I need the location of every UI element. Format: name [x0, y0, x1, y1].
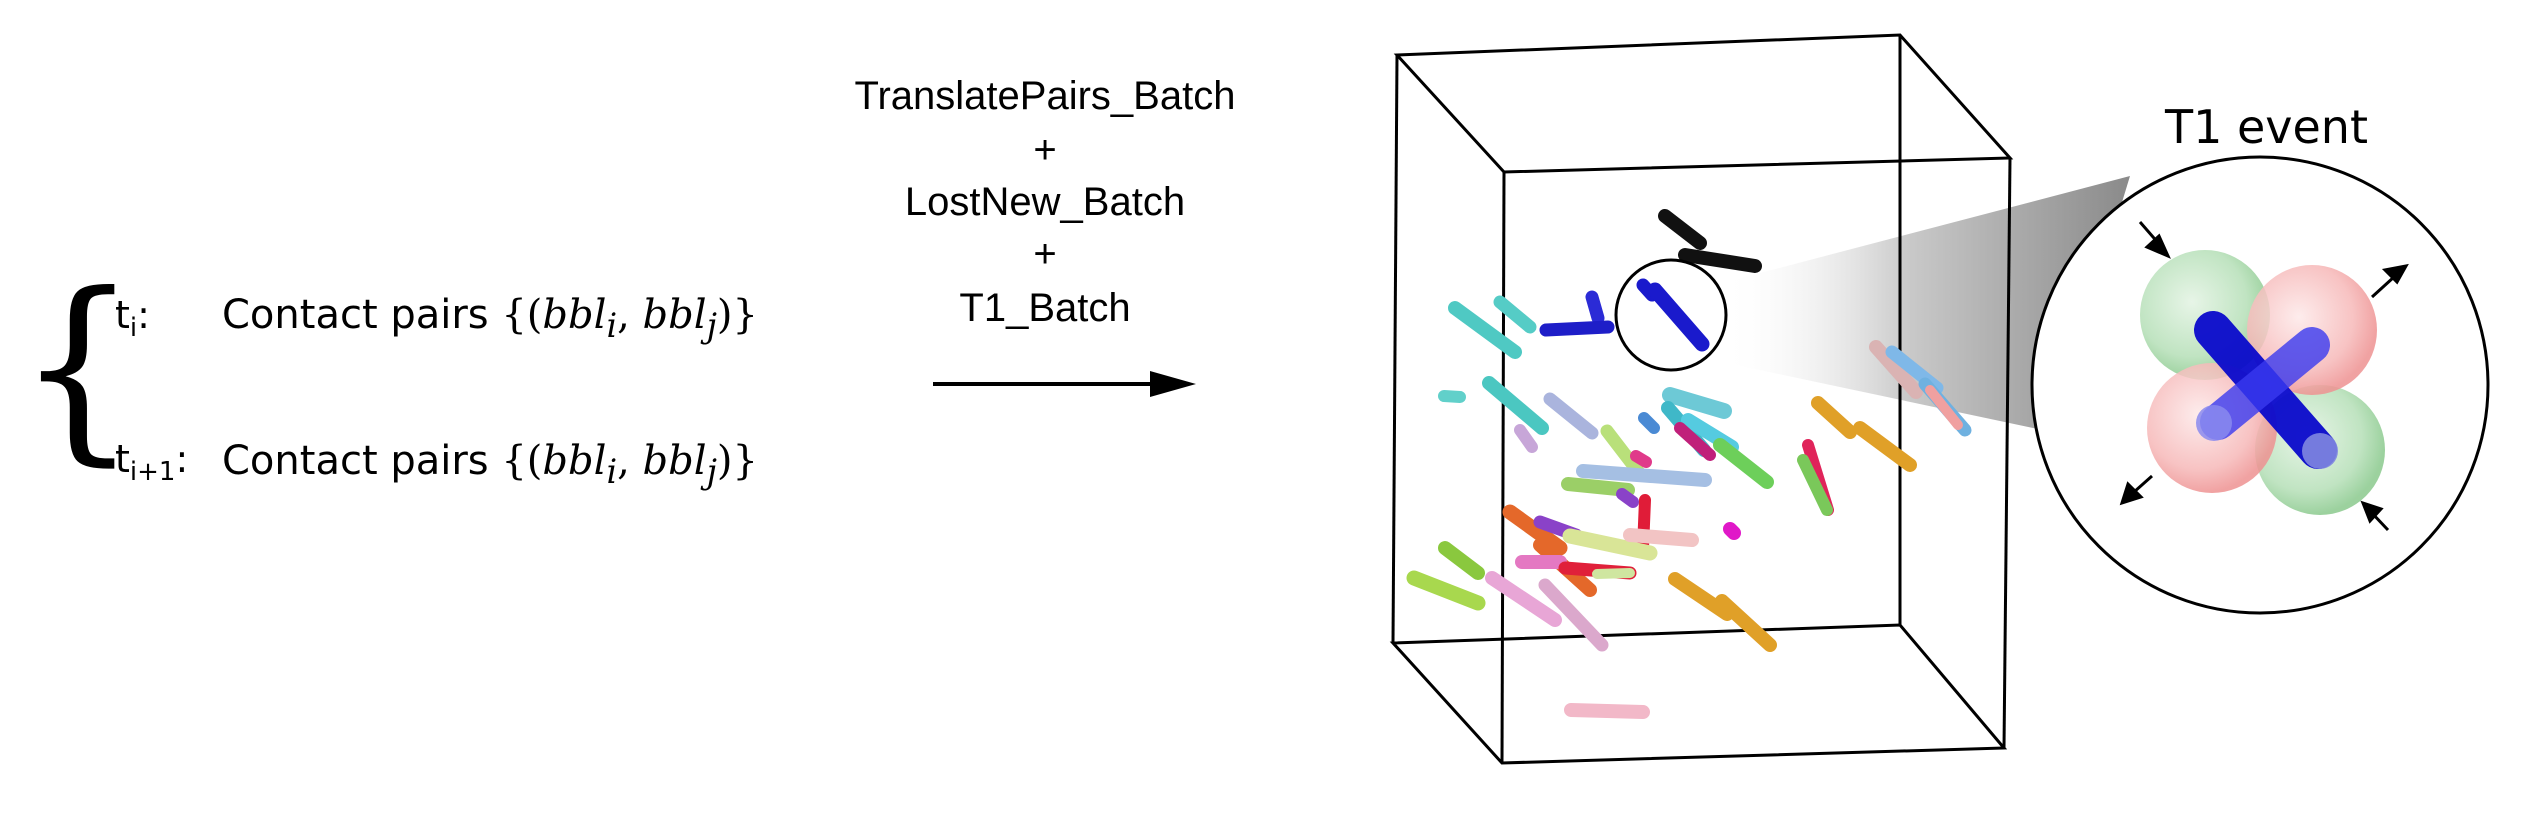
magnification-cone [1722, 176, 2130, 432]
rod [1438, 390, 1466, 403]
rod [1585, 290, 1605, 325]
rod [1616, 488, 1639, 508]
plus-sign: + [1033, 128, 1057, 172]
rod [1406, 570, 1486, 611]
simulation-box [1389, 33, 2014, 765]
contact-pair-set-math: {(bbli, bblj)} [501, 438, 758, 491]
t1-event-title: T1 event [2165, 100, 2369, 154]
rod [1623, 528, 1699, 547]
rod [1658, 209, 1707, 250]
rod-anti-diagonal [2200, 327, 2330, 440]
rod [1564, 703, 1650, 719]
rod [1482, 376, 1549, 435]
rod [1674, 422, 1716, 461]
time-label-ti: ti: [115, 293, 150, 343]
highlight-circle [1614, 258, 1728, 372]
step-lostnew-batch: LostNew_Batch [904, 180, 1186, 224]
rod [1869, 340, 1923, 399]
rod [1713, 438, 1774, 489]
rod [1561, 477, 1635, 497]
arrow-outward-top-right [2370, 275, 2396, 299]
rod [1638, 412, 1660, 434]
rod [1925, 385, 1963, 430]
process-arrow [933, 371, 1196, 397]
rod [1448, 301, 1522, 359]
rod [1678, 248, 1762, 273]
plus-sign: + [1033, 232, 1057, 276]
rod [1668, 572, 1734, 621]
rod [1853, 421, 1917, 472]
rod-end-cap [2196, 405, 2232, 441]
rod [1723, 522, 1741, 540]
rod [1485, 571, 1562, 627]
rod [1514, 424, 1538, 453]
t1-arrows [2119, 221, 2409, 532]
rod [1592, 568, 1635, 579]
rod [1562, 528, 1658, 561]
rod [1576, 464, 1712, 487]
rod-end-cap [2302, 433, 2338, 469]
rod [1538, 578, 1609, 652]
arrow-outward-bottom-left [2133, 474, 2153, 494]
time-label-ti1: ti+1: [115, 437, 189, 487]
contact-pairs-ti: Contact pairs {(bbli, bblj)} [222, 292, 758, 345]
rod [1502, 504, 1568, 556]
rod [1539, 320, 1615, 337]
rod [1438, 541, 1485, 580]
rod [1811, 396, 1857, 439]
rod [1630, 450, 1652, 468]
t1-event-inset [2030, 155, 2490, 615]
step-t1-batch: T1_Batch [959, 286, 1131, 330]
contact-pairs-ti1: Contact pairs {(bbli, bblj)} [222, 438, 758, 491]
rod-particles [1406, 209, 1972, 719]
rod [1662, 387, 1732, 419]
step-translatepairs-batch: TranslatePairs_Batch [854, 74, 1236, 118]
rod [1715, 594, 1777, 652]
rod [1543, 392, 1599, 440]
rod [1493, 295, 1537, 334]
left-curly-brace: { [17, 251, 139, 484]
rod [1647, 282, 1710, 352]
rod [1600, 424, 1647, 481]
rod [1797, 454, 1833, 516]
contact-pair-set-math: {(bbli, bblj)} [501, 292, 758, 345]
